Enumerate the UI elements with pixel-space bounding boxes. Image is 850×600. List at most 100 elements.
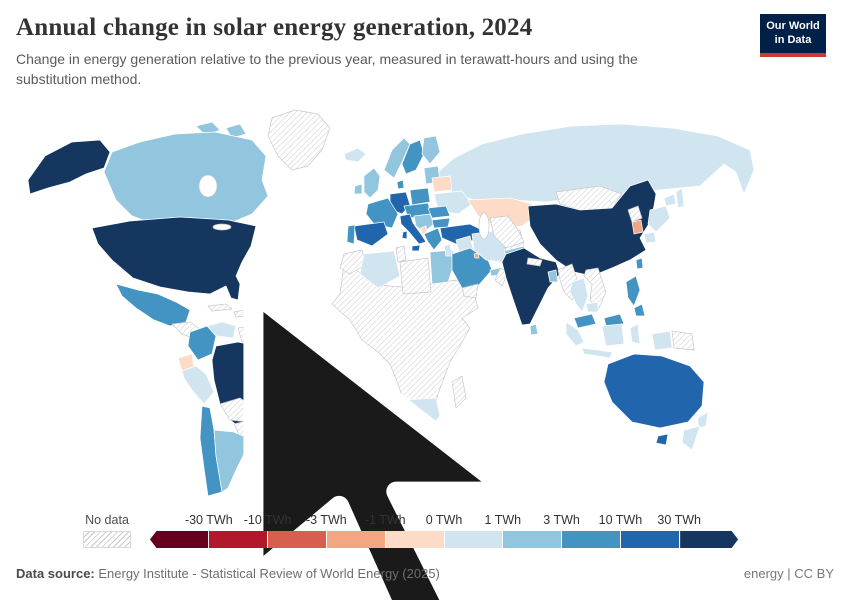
country-nepal[interactable] [526, 257, 543, 267]
country-indonesia-papua[interactable] [651, 330, 673, 351]
country-usa[interactable] [91, 216, 257, 301]
country-indonesia-java[interactable] [581, 347, 613, 359]
country-saudi-arabia[interactable] [451, 247, 493, 289]
legend-bin[interactable] [326, 531, 386, 548]
legend-bin[interactable] [562, 531, 622, 548]
country-indonesia-sumatra[interactable] [565, 321, 585, 347]
caspian-sea [478, 212, 490, 240]
country-italy[interactable] [399, 213, 427, 245]
owid-logo-line2: in Data [774, 33, 812, 46]
world-map[interactable] [0, 108, 760, 600]
legend-bin[interactable] [208, 531, 268, 548]
page-title: Annual change in solar energy generation… [16, 14, 533, 41]
country-cuba[interactable] [207, 303, 233, 312]
country-belarus[interactable] [431, 175, 453, 193]
owid-logo[interactable]: Our World in Data [760, 14, 826, 57]
country-italy-sardinia[interactable] [401, 230, 408, 240]
country-south-korea[interactable] [631, 219, 644, 235]
country-sakhalin[interactable] [675, 187, 685, 209]
country-australia[interactable] [603, 353, 705, 429]
country-india[interactable] [501, 247, 561, 326]
country-romania[interactable] [427, 205, 451, 219]
world-map-svg [27, 109, 755, 497]
country-france[interactable] [365, 197, 399, 229]
country-algeria[interactable] [359, 250, 401, 289]
legend-bin[interactable] [621, 531, 681, 548]
country-papua-new-guinea[interactable] [671, 330, 695, 351]
country-taiwan[interactable] [635, 257, 644, 270]
country-indonesia-sulawesi[interactable] [629, 323, 641, 345]
country-denmark[interactable] [396, 179, 405, 190]
legend-tick-label: 10 TWh [598, 513, 643, 527]
country-north-korea[interactable] [627, 205, 643, 223]
country-greenland[interactable] [267, 109, 331, 171]
legend-tick-label: -1 TWh [364, 513, 406, 527]
country-italy-sicily[interactable] [411, 244, 421, 252]
data-source-text: Energy Institute - Statistical Review of… [94, 566, 440, 581]
country-sweden[interactable] [401, 139, 425, 175]
legend-bin[interactable] [150, 531, 209, 548]
country-kuwait[interactable] [473, 252, 480, 259]
country-alaska[interactable] [27, 139, 111, 195]
country-tunisia[interactable] [395, 245, 407, 263]
country-malaysia[interactable] [573, 313, 597, 329]
country-libya[interactable] [399, 257, 432, 295]
country-peru[interactable] [181, 365, 215, 405]
country-japan-kyushu[interactable] [643, 231, 657, 244]
country-malaysia-borneo[interactable] [603, 313, 625, 327]
legend-tick-label: -10 TWh [243, 513, 292, 527]
legend-bin[interactable] [267, 531, 327, 548]
country-colombia[interactable] [187, 325, 217, 361]
country-portugal[interactable] [346, 224, 356, 245]
country-argentina[interactable] [213, 429, 249, 493]
country-japan-honshu[interactable] [647, 205, 671, 233]
map-legend: No data -30 TWh -10 TWh -3 TWh -1 TWh 0 TWh 1… [0, 511, 850, 551]
country-ireland[interactable] [353, 183, 363, 195]
country-bulgaria[interactable] [431, 217, 451, 229]
country-spain[interactable] [353, 221, 389, 247]
great-lakes [212, 223, 232, 231]
country-yemen[interactable] [461, 283, 479, 299]
country-canada[interactable] [103, 131, 269, 229]
country-japan-hokkaido[interactable] [663, 193, 677, 207]
legend-tick-labels: -30 TWh -10 TWh -3 TWh -1 TWh 0 TWh 1 TWh 3 TW… [150, 513, 738, 529]
hudson-bay [198, 174, 218, 198]
country-new-zealand-south[interactable] [681, 425, 701, 451]
country-poland[interactable] [409, 187, 431, 206]
country-tasmania[interactable] [655, 433, 669, 446]
legend-tick-label: 30 TWh [657, 513, 701, 527]
country-philippines-south[interactable] [633, 303, 646, 317]
chart-header: Annual change in solar energy generation… [16, 14, 834, 89]
region-central-asia[interactable] [489, 215, 525, 249]
no-data-swatch[interactable] [83, 531, 131, 548]
country-philippines[interactable] [625, 275, 641, 307]
country-iceland[interactable] [343, 147, 367, 163]
legend-bin[interactable] [444, 531, 504, 548]
country-canada-arctic[interactable] [225, 123, 247, 139]
legend-tick-label: -30 TWh [184, 513, 233, 527]
legend-bin[interactable] [503, 531, 563, 548]
region-balkans[interactable] [413, 213, 435, 233]
country-madagascar[interactable] [451, 375, 467, 409]
owid-logo-line1: Our World [766, 20, 820, 32]
country-greece[interactable] [423, 227, 443, 251]
country-cambodia[interactable] [585, 301, 599, 313]
country-morocco[interactable] [339, 249, 367, 275]
legend-tick-label: 0 TWh [425, 513, 463, 527]
country-mexico[interactable] [115, 283, 191, 327]
legend-bin[interactable] [680, 531, 739, 548]
country-sri-lanka[interactable] [529, 323, 539, 336]
country-uk[interactable] [363, 167, 381, 199]
legend-bin[interactable] [385, 531, 445, 548]
legend-tick-label: 1 TWh [484, 513, 522, 527]
country-finland[interactable] [421, 135, 441, 165]
no-data-label: No data [85, 513, 129, 527]
country-thailand[interactable] [569, 277, 589, 313]
country-china[interactable] [527, 179, 657, 277]
country-bangladesh[interactable] [547, 269, 559, 283]
license-note[interactable]: energy | CC BY [743, 566, 834, 581]
country-new-zealand-north[interactable] [697, 411, 709, 429]
country-indonesia-borneo[interactable] [601, 323, 625, 347]
chart-footer: Data source: Energy Institute - Statisti… [16, 566, 834, 581]
